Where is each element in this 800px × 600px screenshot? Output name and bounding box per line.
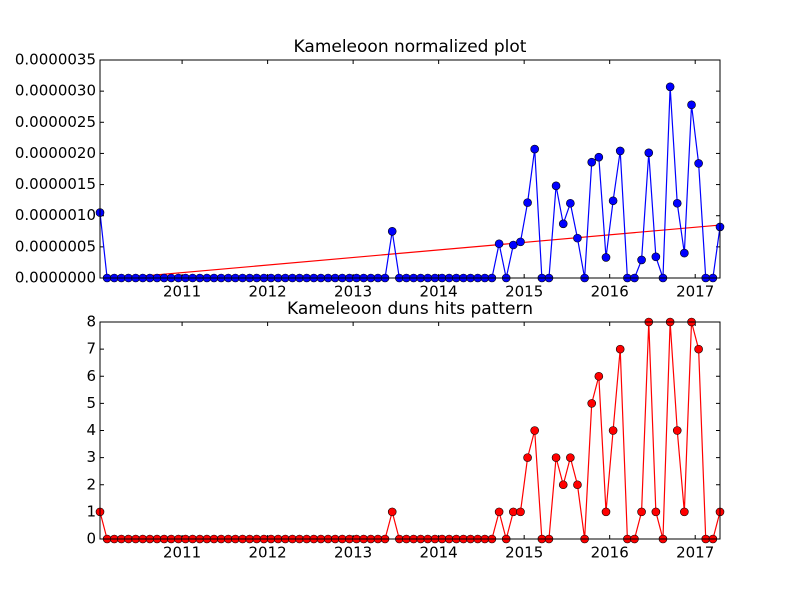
data-point bbox=[594, 152, 604, 162]
data-point bbox=[509, 507, 518, 517]
data-point bbox=[494, 507, 504, 517]
chart-title: Kameleoon normalized plot bbox=[294, 37, 527, 57]
axes-frame bbox=[99, 59, 721, 279]
y-tick-label: 4 bbox=[86, 421, 96, 439]
y-tick-label: 0.0000000 bbox=[15, 269, 96, 287]
data-point bbox=[530, 144, 539, 154]
x-tick-label: 2014 bbox=[420, 283, 458, 301]
data-point bbox=[530, 426, 539, 435]
x-tick-label: 2016 bbox=[591, 283, 629, 301]
x-tick-label: 2012 bbox=[249, 283, 287, 301]
data-point bbox=[680, 248, 689, 258]
y-tick-label: 1 bbox=[86, 502, 96, 520]
data-point bbox=[644, 148, 654, 158]
data-point bbox=[523, 198, 532, 207]
data-point bbox=[566, 453, 575, 462]
x-tick-label: 2013 bbox=[334, 283, 372, 301]
data-point bbox=[651, 252, 661, 262]
data-point bbox=[516, 237, 525, 247]
data-point bbox=[387, 507, 397, 517]
data-point bbox=[494, 239, 504, 249]
y-tick-label: 0.0000010 bbox=[15, 206, 96, 224]
y-tick-label: 8 bbox=[86, 313, 96, 331]
y-tick-label: 0 bbox=[86, 530, 96, 548]
data-point bbox=[551, 453, 561, 462]
data-point bbox=[651, 507, 661, 517]
x-tick-label: 2011 bbox=[163, 544, 201, 562]
data-point bbox=[601, 507, 611, 517]
x-tick-label: 2015 bbox=[505, 544, 543, 562]
y-tick-label: 3 bbox=[86, 448, 96, 466]
data-point bbox=[558, 219, 568, 229]
data-point bbox=[615, 146, 625, 156]
data-point bbox=[573, 233, 582, 243]
data-point bbox=[558, 480, 568, 490]
data-point bbox=[672, 198, 682, 208]
y-tick-label: 7 bbox=[86, 340, 96, 358]
y-tick-label: 0.0000030 bbox=[15, 82, 96, 100]
y-tick-label: 0.0000025 bbox=[15, 113, 96, 131]
data-point bbox=[587, 399, 597, 408]
y-tick-label: 0.0000035 bbox=[15, 51, 96, 69]
data-point bbox=[516, 507, 525, 517]
plot-area bbox=[100, 86, 720, 278]
data-point bbox=[637, 507, 646, 517]
data-point bbox=[573, 480, 582, 490]
data-point bbox=[687, 100, 696, 110]
x-tick-label: 2015 bbox=[505, 283, 543, 301]
y-tick-label: 5 bbox=[86, 394, 96, 412]
data-point bbox=[694, 344, 703, 354]
x-tick-label: 2017 bbox=[676, 544, 714, 562]
data-point bbox=[594, 371, 604, 381]
data-point bbox=[637, 255, 646, 265]
chart-title: Kameleoon duns hits pattern bbox=[287, 299, 533, 319]
y-tick-label: 0.0000005 bbox=[15, 237, 96, 255]
x-tick-label: 2013 bbox=[334, 544, 372, 562]
plot-area bbox=[100, 322, 720, 539]
data-point bbox=[680, 507, 689, 517]
x-tick-label: 2011 bbox=[163, 283, 201, 301]
y-tick-label: 2 bbox=[86, 475, 96, 493]
y-tick-label: 0.0000020 bbox=[15, 144, 96, 162]
data-point bbox=[523, 453, 532, 462]
axes-frame bbox=[99, 321, 721, 540]
data-point bbox=[608, 196, 618, 206]
data-point bbox=[615, 344, 625, 354]
x-tick-label: 2017 bbox=[676, 283, 714, 301]
series-line bbox=[100, 86, 720, 278]
data-point bbox=[551, 181, 561, 191]
data-point bbox=[387, 226, 397, 236]
data-point bbox=[566, 198, 575, 208]
data-point bbox=[694, 159, 703, 168]
data-point bbox=[665, 82, 675, 92]
x-tick-label: 2014 bbox=[420, 544, 458, 562]
y-tick-label: 0.0000015 bbox=[15, 175, 96, 193]
data-point bbox=[672, 426, 682, 435]
series-line bbox=[100, 322, 720, 539]
x-tick-label: 2016 bbox=[591, 544, 629, 562]
data-point bbox=[509, 240, 518, 250]
x-tick-label: 2012 bbox=[249, 544, 287, 562]
trend-line bbox=[114, 224, 720, 278]
data-point bbox=[587, 157, 597, 167]
y-tick-label: 6 bbox=[86, 367, 96, 385]
data-point bbox=[608, 426, 618, 435]
data-point bbox=[601, 253, 611, 262]
